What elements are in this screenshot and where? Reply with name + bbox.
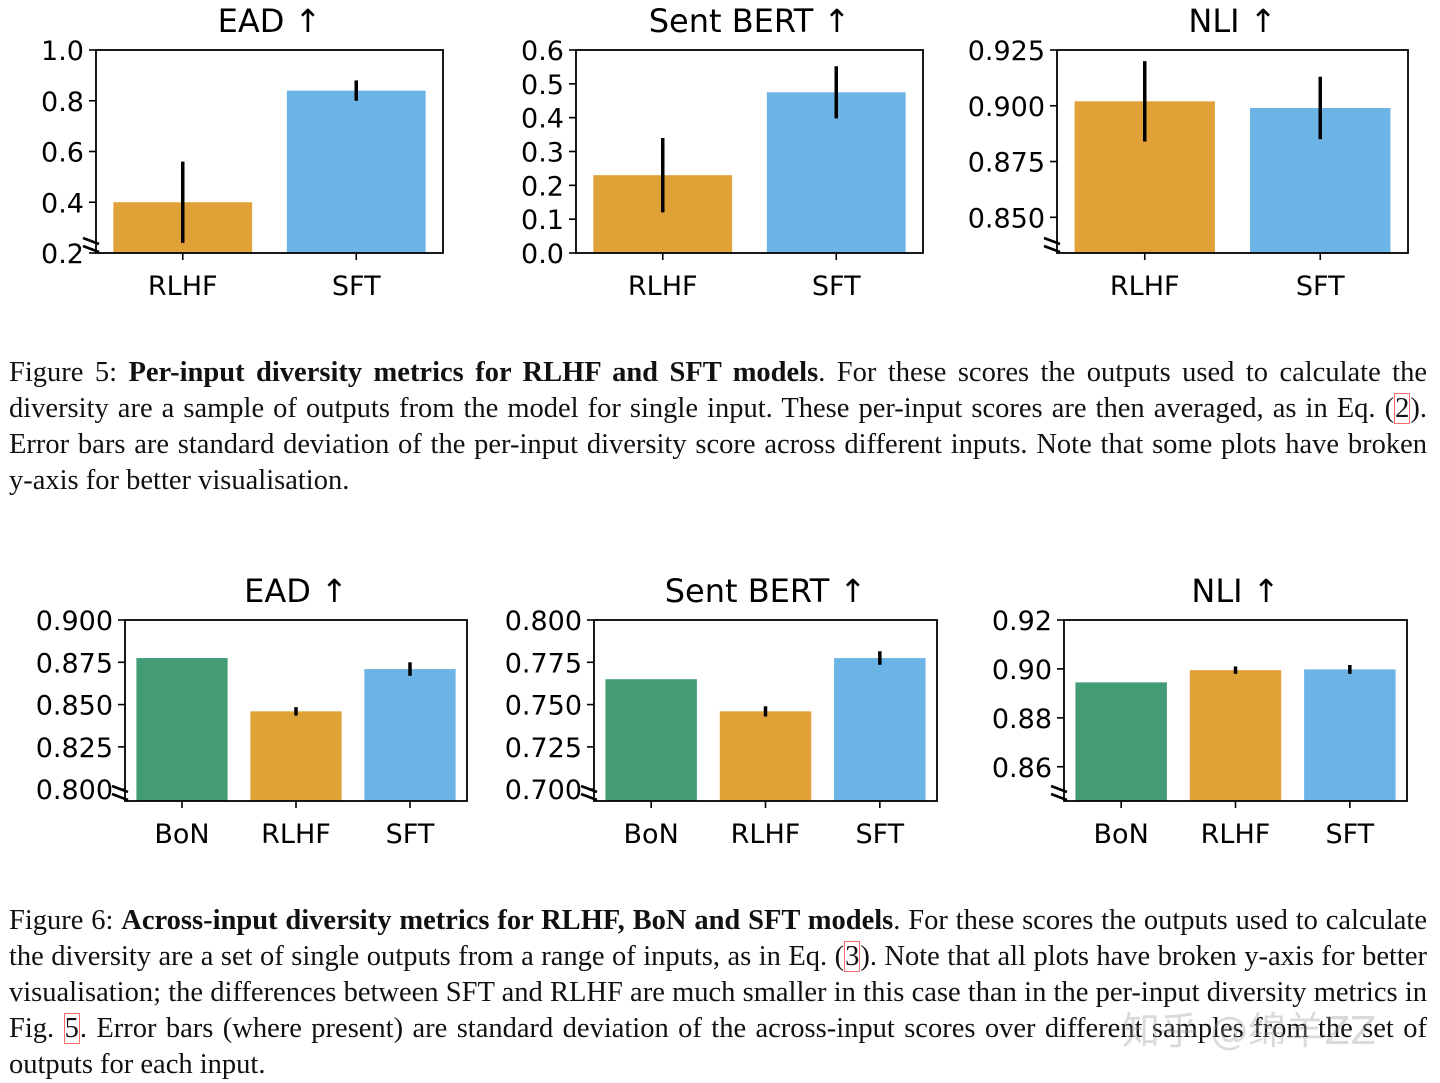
equation-ref-link[interactable]: 2 xyxy=(1394,393,1411,424)
y-tick-label: 0.1 xyxy=(521,205,564,236)
figure-ref-link[interactable]: 5 xyxy=(63,1013,80,1044)
x-tick-label: SFT xyxy=(812,271,861,302)
y-tick-label: 0.900 xyxy=(968,92,1045,123)
y-tick-label: 0.5 xyxy=(521,70,564,101)
y-tick-label: 0.875 xyxy=(968,148,1045,179)
y-tick-label: 0.2 xyxy=(521,171,564,202)
caption-label: Figure 5: xyxy=(9,357,118,388)
x-tick-label: RLHF xyxy=(628,271,698,302)
equation-ref-link[interactable]: 3 xyxy=(844,941,861,972)
y-tick-label: 0.8 xyxy=(41,87,84,118)
bar-bon xyxy=(1075,682,1167,801)
chart-title: EAD ↑ xyxy=(218,2,322,40)
axes-frame xyxy=(1063,619,1408,802)
y-tick-label: 0.700 xyxy=(505,775,582,806)
caption-label: Figure 6: xyxy=(9,905,114,936)
caption-text: . For these scores the outputs used to c… xyxy=(9,357,1427,424)
chart-title: NLI ↑ xyxy=(1188,2,1276,40)
broken-axis-marker xyxy=(111,784,129,802)
bar-rlhf xyxy=(1189,670,1282,801)
bar-sft xyxy=(834,658,926,801)
caption-bold-title: Per-input diversity metrics for RLHF and… xyxy=(128,357,819,388)
y-tick-label: 0.4 xyxy=(521,104,564,135)
y-tick-label: 0.3 xyxy=(521,138,564,169)
chart-title: Sent BERT ↑ xyxy=(665,572,867,610)
axes-frame xyxy=(575,49,924,254)
y-tick-label: 0.800 xyxy=(36,775,113,806)
bar-sft xyxy=(766,92,906,254)
x-tick-label: SFT xyxy=(855,819,904,850)
y-tick-label: 0.825 xyxy=(36,733,113,764)
x-tick-label: BoN xyxy=(624,819,679,850)
broken-axis-marker xyxy=(580,784,598,802)
caption-text: . Error bars (where present) are standar… xyxy=(9,1013,1427,1080)
y-tick-label: 0.6 xyxy=(41,138,84,169)
x-tick-label: SFT xyxy=(1325,819,1374,850)
y-tick-label: 0.925 xyxy=(968,36,1045,67)
y-tick-label: 0.850 xyxy=(968,203,1045,234)
x-tick-label: RLHF xyxy=(731,819,801,850)
y-tick-label: 0.900 xyxy=(36,606,113,637)
x-tick-label: SFT xyxy=(386,819,435,850)
y-tick-label: 0.0 xyxy=(521,239,564,270)
axes-frame xyxy=(124,619,468,802)
y-tick-label: 0.875 xyxy=(36,648,113,679)
caption-bold-title: Across-input diversity metrics for RLHF,… xyxy=(121,905,894,936)
chart-title: EAD ↑ xyxy=(244,572,348,610)
broken-axis-marker xyxy=(1043,236,1061,254)
y-tick-label: 0.90 xyxy=(992,655,1052,686)
y-tick-label: 0.750 xyxy=(505,691,582,722)
x-tick-label: BoN xyxy=(154,819,209,850)
bar-sft xyxy=(286,90,426,253)
figure-charts: RLHF SFT 0.2 0.4 0.6 0.8 1.0 EAD ↑ RLHF SFT 0.00.1… xyxy=(36,2,1409,850)
caption-text: ). Error bars are standard deviation of … xyxy=(9,393,1427,496)
y-tick-label: 0.800 xyxy=(505,606,582,637)
axes-frame xyxy=(1056,49,1409,254)
x-tick-label: RLHF xyxy=(148,271,218,302)
x-tick-label: SFT xyxy=(332,271,381,302)
figure-6-caption: Figure 6: Across-input diversity metrics… xyxy=(9,903,1427,1083)
bar-rlhf xyxy=(719,711,812,801)
x-tick-label: SFT xyxy=(1296,271,1345,302)
broken-axis-marker xyxy=(1050,784,1068,802)
caption-text: . For these scores the outputs used to c… xyxy=(9,905,1428,972)
y-tick-label: 0.6 xyxy=(521,36,564,67)
bar-sft xyxy=(364,669,456,801)
y-tick-label: 0.4 xyxy=(41,188,84,219)
y-tick-label: 0.2 xyxy=(41,239,84,270)
chart-title: Sent BERT ↑ xyxy=(649,2,851,40)
axes-frame xyxy=(593,619,938,802)
y-tick-label: 1.0 xyxy=(41,36,84,67)
y-tick-label: 0.775 xyxy=(505,648,582,679)
x-tick-label: RLHF xyxy=(261,819,331,850)
broken-axis-marker xyxy=(82,236,100,254)
y-tick-label: 0.88 xyxy=(992,704,1052,735)
y-tick-label: 0.86 xyxy=(992,753,1052,784)
chart-title: NLI ↑ xyxy=(1191,572,1279,610)
caption-text: ). Note that all plots have broken y-axi… xyxy=(9,941,1427,1044)
axes-frame xyxy=(95,49,444,254)
bar-bon xyxy=(136,658,228,801)
bar-bon xyxy=(605,679,697,801)
y-tick-label: 0.92 xyxy=(992,606,1052,637)
x-tick-label: RLHF xyxy=(1201,819,1271,850)
bar-rlhf xyxy=(250,711,342,801)
bar-sft xyxy=(1304,669,1396,801)
y-tick-label: 0.850 xyxy=(36,691,113,722)
y-tick-label: 0.725 xyxy=(505,733,582,764)
x-tick-label: BoN xyxy=(1094,819,1149,850)
figure-5-caption: Figure 5: Per-input diversity metrics fo… xyxy=(9,355,1427,499)
x-tick-label: RLHF xyxy=(1110,271,1180,302)
